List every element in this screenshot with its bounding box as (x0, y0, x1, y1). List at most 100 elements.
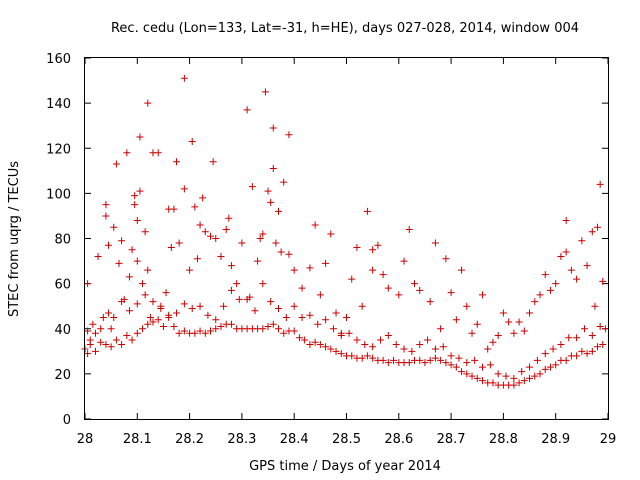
data-point (175, 329, 183, 337)
data-point (280, 178, 288, 186)
data-point (369, 343, 377, 351)
data-point (363, 207, 371, 215)
data-point (494, 332, 502, 340)
data-point (578, 347, 586, 355)
data-point (146, 313, 154, 321)
data-point (86, 341, 94, 349)
data-point (133, 216, 141, 224)
data-point (91, 347, 99, 355)
data-point (139, 325, 147, 333)
data-point (89, 320, 97, 328)
data-point (379, 271, 387, 279)
data-point (149, 318, 157, 326)
data-point (110, 313, 118, 321)
data-point (186, 266, 194, 274)
data-point (267, 298, 275, 306)
data-point (180, 74, 188, 82)
data-point (447, 352, 455, 360)
data-point (546, 286, 554, 294)
data-point (463, 359, 471, 367)
data-point (426, 356, 434, 364)
data-point (165, 311, 173, 319)
data-point (416, 356, 424, 364)
data-point (139, 280, 147, 288)
data-point (306, 311, 314, 319)
data-point (180, 300, 188, 308)
data-point (588, 347, 596, 355)
data-point (280, 329, 288, 337)
data-point (264, 187, 272, 195)
data-point (159, 322, 167, 330)
data-point (363, 352, 371, 360)
data-point (272, 239, 280, 247)
x-tick-label: 28.8 (489, 432, 518, 447)
data-point (295, 334, 303, 342)
data-point (115, 259, 123, 267)
data-point (591, 302, 599, 310)
data-point (125, 307, 133, 315)
data-point (390, 356, 398, 364)
data-point (204, 311, 212, 319)
data-point (478, 291, 486, 299)
data-point (369, 266, 377, 274)
y-axis-ticks: 0 20 40 60 80 100 120 140 160 (46, 52, 608, 428)
data-point (220, 302, 228, 310)
data-point (541, 271, 549, 279)
data-point (107, 343, 115, 351)
data-point (298, 284, 306, 292)
data-point (259, 325, 267, 333)
data-point (552, 280, 560, 288)
data-point (167, 244, 175, 252)
data-point (533, 356, 541, 364)
y-axis-label: STEC from uqrg / TECUs (7, 161, 22, 317)
data-point (473, 320, 481, 328)
data-point (207, 327, 215, 335)
data-point (594, 343, 602, 351)
data-point (123, 149, 131, 157)
data-point (201, 329, 209, 337)
data-point (131, 201, 139, 209)
data-point (201, 228, 209, 236)
data-point (196, 221, 204, 229)
data-point (94, 253, 102, 261)
data-point (188, 304, 196, 312)
data-point (131, 192, 139, 200)
data-point (526, 374, 534, 382)
data-point (531, 372, 539, 380)
data-point (400, 345, 408, 353)
data-point (322, 316, 330, 324)
data-point (473, 374, 481, 382)
data-point (384, 359, 392, 367)
y-tick-label: 60 (54, 278, 71, 293)
data-point (157, 302, 165, 310)
data-point (282, 313, 290, 321)
data-point (128, 246, 136, 254)
data-point (84, 350, 92, 358)
data-point (173, 158, 181, 166)
data-point (348, 352, 356, 360)
y-tick-label: 120 (46, 142, 71, 157)
data-point (345, 329, 353, 337)
data-point (557, 341, 565, 349)
data-point (154, 316, 162, 324)
data-point (358, 354, 366, 362)
data-point (254, 257, 262, 265)
data-point (207, 232, 215, 240)
data-point (290, 302, 298, 310)
data-point (290, 266, 298, 274)
data-point (136, 133, 144, 141)
data-point (199, 194, 207, 202)
data-point (567, 266, 575, 274)
data-point (112, 336, 120, 344)
data-point (374, 241, 382, 249)
data-point (431, 345, 439, 353)
data-point (306, 264, 314, 272)
data-point (180, 327, 188, 335)
data-point (269, 165, 277, 173)
data-point (191, 203, 199, 211)
data-point (416, 286, 424, 294)
data-point (541, 365, 549, 373)
data-point (478, 363, 486, 371)
data-point (452, 316, 460, 324)
